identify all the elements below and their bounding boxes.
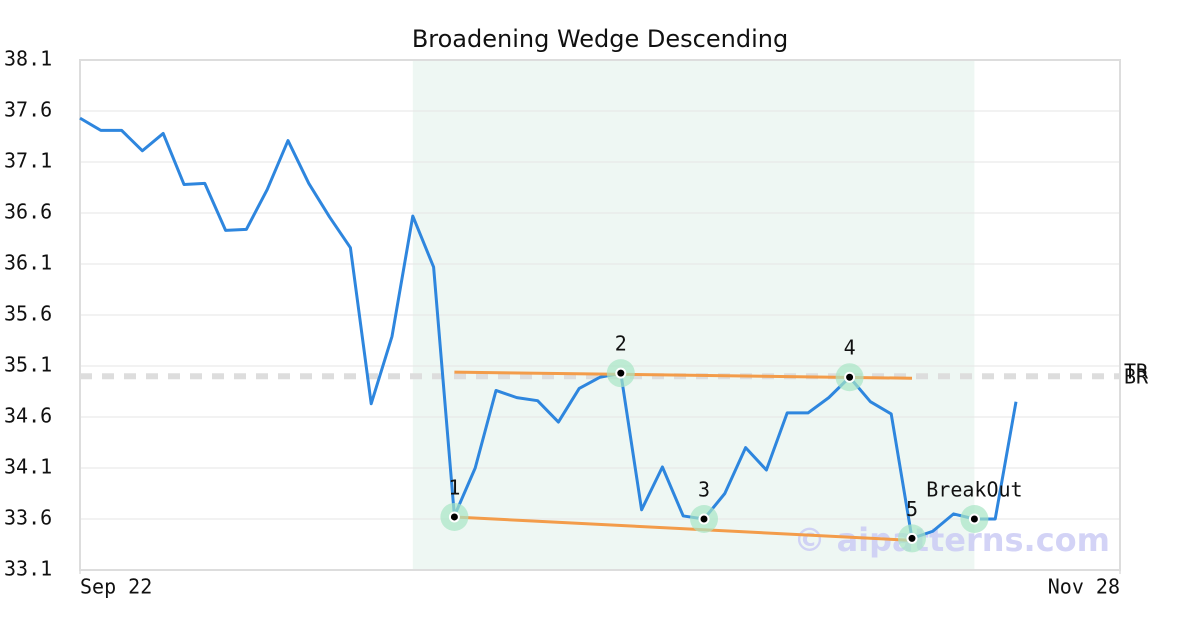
plot-frame	[79, 59, 1121, 571]
level-label: BR	[1124, 365, 1149, 389]
watermark: © aipatterns.com	[793, 521, 1110, 559]
x-tick-label: Sep 22	[80, 575, 152, 599]
y-tick-label: 35.1	[4, 353, 52, 377]
level-label: TR	[1124, 360, 1149, 384]
pivot-dot	[844, 371, 856, 383]
y-tick-label: 33.6	[4, 506, 52, 530]
pivot-label: 3	[698, 478, 710, 502]
price-line	[79, 116, 1018, 540]
pivot-label: 1	[448, 475, 460, 499]
y-tick-label: 34.1	[4, 455, 52, 479]
y-tick-label: 37.6	[4, 98, 52, 122]
chart-title: Broadening Wedge Descending	[412, 25, 788, 53]
pivot-label: BreakOut	[926, 478, 1022, 502]
pivot-dot	[968, 513, 980, 525]
y-tick-label: 38.1	[4, 47, 52, 71]
pivot-dot	[906, 532, 918, 544]
pivot-dot	[615, 367, 627, 379]
pivot-label: 4	[844, 336, 856, 360]
pivot-label: 5	[906, 497, 918, 521]
pivot-label: 2	[615, 332, 627, 356]
y-tick-label: 33.1	[4, 557, 52, 581]
pivot-dot	[698, 513, 710, 525]
y-tick-label: 36.6	[4, 200, 52, 224]
pivot-dot	[448, 511, 460, 523]
x-tick-label: Nov 28	[1048, 575, 1120, 599]
trend-line	[454, 515, 913, 542]
y-tick-label: 34.6	[4, 404, 52, 428]
y-tick-label: 35.6	[4, 302, 52, 326]
y-tick-label: 37.1	[4, 149, 52, 173]
y-tick-label: 36.1	[4, 251, 52, 275]
